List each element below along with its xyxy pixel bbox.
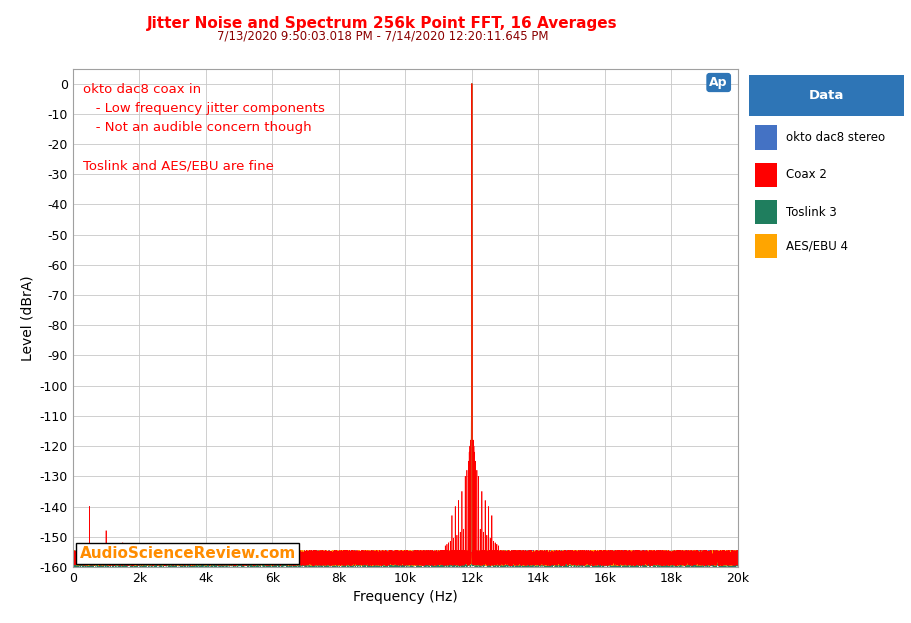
Text: AES/EBU 4: AES/EBU 4 (786, 239, 848, 252)
Bar (755, 200, 777, 224)
Text: AudioScienceReview.com: AudioScienceReview.com (79, 546, 296, 561)
Text: Ap: Ap (710, 76, 728, 89)
Bar (755, 163, 777, 187)
Y-axis label: Level (dBrA): Level (dBrA) (20, 275, 34, 361)
Text: Coax 2: Coax 2 (786, 168, 827, 181)
Bar (755, 234, 777, 258)
X-axis label: Frequency (Hz): Frequency (Hz) (353, 591, 457, 604)
Text: Data: Data (809, 89, 844, 102)
Text: Toslink 3: Toslink 3 (786, 206, 837, 219)
Text: Jitter Noise and Spectrum 256k Point FFT, 16 Averages: Jitter Noise and Spectrum 256k Point FFT… (148, 16, 618, 31)
Text: okto dac8 coax in
   - Low frequency jitter components
   - Not an audible conce: okto dac8 coax in - Low frequency jitter… (83, 83, 324, 173)
Bar (749, 75, 904, 116)
Text: okto dac8 stereo: okto dac8 stereo (786, 131, 885, 144)
Text: 7/13/2020 9:50:03.018 PM - 7/14/2020 12:20:11.645 PM: 7/13/2020 9:50:03.018 PM - 7/14/2020 12:… (217, 30, 548, 43)
Bar (755, 125, 777, 150)
